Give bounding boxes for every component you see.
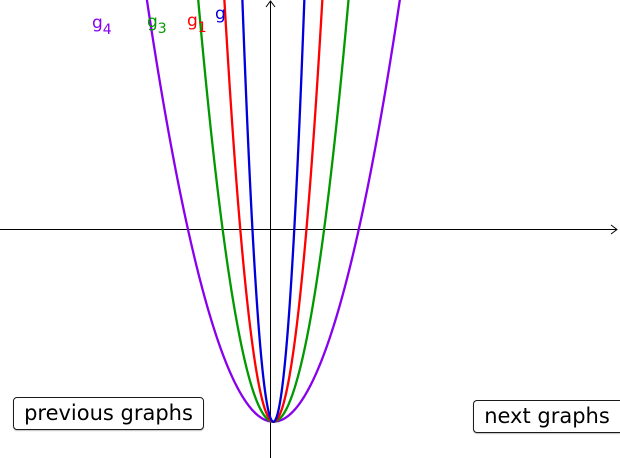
curve-labels: g g1 g3 g4 (92, 4, 226, 38)
curve-g3 (197, 0, 350, 423)
label-g4: g4 (92, 13, 112, 38)
previous-graphs-button[interactable]: previous graphs (13, 397, 204, 430)
label-g: g (215, 4, 226, 24)
x-axis-arrow-icon (610, 224, 618, 235)
label-g1-subscript: 1 (198, 20, 207, 36)
curves (145, 0, 401, 423)
curve-g1 (223, 0, 324, 423)
label-g1: g1 (187, 11, 207, 36)
curve-g (241, 0, 306, 423)
label-g4-subscript: 4 (103, 22, 112, 38)
curve-g4 (145, 0, 401, 423)
label-g3-subscript: 3 (158, 21, 167, 37)
y-axis-arrow-icon (265, 0, 276, 8)
label-g3: g3 (147, 12, 167, 37)
next-graphs-button[interactable]: next graphs (473, 400, 620, 433)
